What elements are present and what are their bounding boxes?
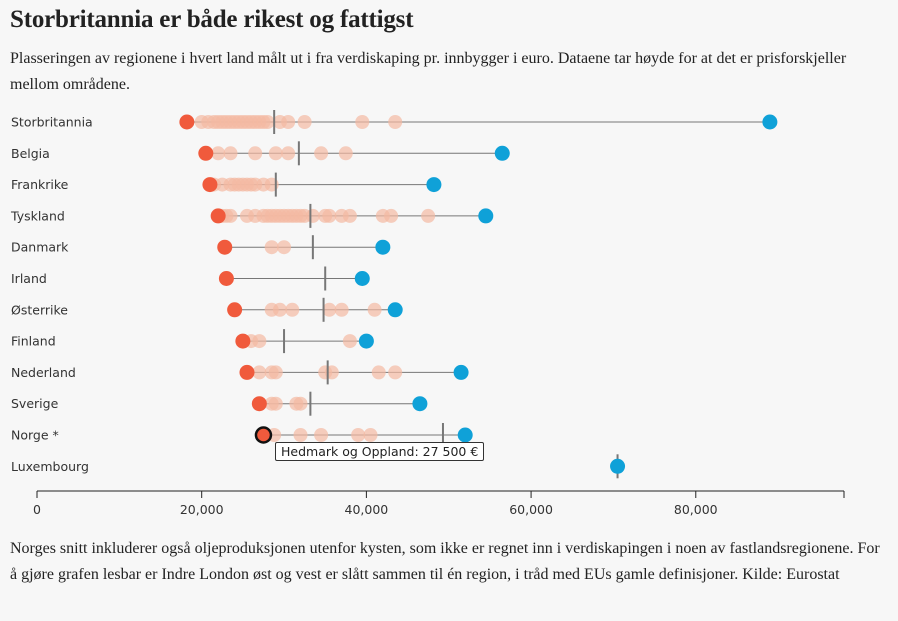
region-tooltip: Hedmark og Oppland: 27 500 € — [275, 442, 485, 461]
axis-tick-label: 40,000 — [345, 502, 389, 517]
chart-row: Irland — [11, 266, 370, 291]
region-point — [338, 146, 353, 161]
chart-row: Sverige — [11, 391, 428, 416]
region-point — [268, 365, 283, 380]
region-point — [363, 428, 378, 442]
region-point — [322, 208, 337, 223]
chart-row: Nederland — [11, 360, 469, 385]
min-region-point — [202, 177, 218, 193]
region-point — [388, 115, 403, 129]
region-point — [384, 208, 399, 223]
axis-tick-label: 80,000 — [674, 502, 718, 517]
region-point — [211, 146, 226, 161]
row-label: Tyskland — [10, 208, 65, 223]
region-point — [223, 208, 238, 223]
chart-row: Norge * — [11, 423, 473, 447]
chart-title: Storbritannia er både rikest og fattigst — [10, 6, 414, 33]
min-region-point — [217, 239, 233, 255]
region-point — [297, 115, 312, 129]
min-region-point — [251, 396, 267, 412]
region-point — [388, 365, 403, 380]
chart-row: Storbritannia — [11, 110, 778, 134]
region-point — [322, 302, 337, 317]
max-region-point — [375, 239, 391, 255]
chart-footnote: Norges snitt inkluderer også oljeproduks… — [10, 540, 880, 583]
row-label: Storbritannia — [11, 115, 93, 130]
max-region-point — [412, 396, 428, 412]
chart-row: Luxembourg — [11, 454, 626, 479]
chart-row: Tyskland — [10, 203, 494, 228]
max-region-point — [387, 302, 403, 318]
region-point — [293, 396, 308, 411]
region-point — [351, 428, 366, 442]
row-label: Luxembourg — [11, 459, 89, 474]
region-point — [355, 115, 370, 129]
region-point — [260, 115, 275, 129]
max-region-point — [610, 458, 626, 474]
region-point — [342, 334, 357, 349]
row-label: Sverige — [11, 396, 59, 411]
region-point — [314, 428, 329, 442]
region-point — [272, 302, 287, 317]
min-region-point — [198, 145, 214, 161]
max-region-point — [354, 271, 370, 286]
region-point — [281, 115, 296, 129]
region-point — [252, 334, 267, 349]
max-region-point — [494, 145, 510, 161]
region-point — [248, 146, 263, 161]
min-region-point — [235, 333, 251, 349]
x-axis: 0 20,000 40,000 60,000 80,000 — [33, 490, 845, 517]
region-point — [277, 240, 292, 255]
region-point — [268, 146, 283, 161]
axis-tick-label: 60,000 — [509, 502, 553, 517]
region-point — [268, 396, 283, 411]
min-region-point — [179, 114, 195, 130]
row-label: Finland — [11, 334, 56, 349]
min-region-point — [227, 302, 243, 318]
min-region-point — [254, 426, 273, 444]
row-label: Irland — [11, 271, 47, 286]
region-point — [264, 240, 279, 255]
min-region-point — [210, 208, 226, 224]
axis-tick-label: 20,000 — [180, 502, 224, 517]
axis-tick-label: 0 — [33, 502, 41, 517]
region-point — [305, 208, 320, 223]
region-point — [293, 428, 308, 442]
chart-row: Frankrike — [11, 172, 442, 197]
max-region-point — [457, 427, 473, 443]
region-point — [314, 146, 329, 161]
row-label: Belgia — [11, 146, 50, 161]
max-region-point — [478, 208, 494, 224]
region-point — [285, 302, 300, 317]
dot-range-chart: Storbritannia Belgia Frankrike Tyskland Danm… — [10, 110, 845, 517]
max-region-point — [358, 333, 374, 349]
row-label: Nederland — [11, 365, 76, 380]
region-point — [421, 208, 436, 223]
region-point — [367, 302, 382, 317]
chart-row: Finland — [11, 329, 374, 354]
max-region-point — [426, 177, 442, 193]
chart-row: Belgia — [11, 141, 510, 166]
max-region-point — [453, 364, 469, 380]
region-point — [281, 146, 296, 161]
chart-rows: Storbritannia Belgia Frankrike Tyskland Danm… — [10, 110, 778, 479]
chart-row: Danmark — [11, 235, 391, 260]
chart-subtitle: Plasseringen av regionene i hvert land m… — [10, 50, 847, 93]
region-point — [342, 208, 357, 223]
min-region-point — [239, 364, 255, 380]
region-point — [223, 146, 238, 161]
region-point — [334, 302, 349, 317]
row-label: Østerrike — [11, 302, 68, 317]
region-point — [371, 365, 386, 380]
max-region-point — [762, 114, 778, 130]
row-label: Danmark — [11, 240, 69, 255]
chart-row: Østerrike — [11, 297, 403, 322]
row-label: Frankrike — [11, 177, 69, 192]
region-point — [252, 365, 267, 380]
min-region-point — [218, 271, 234, 286]
row-label: Norge * — [11, 428, 59, 443]
